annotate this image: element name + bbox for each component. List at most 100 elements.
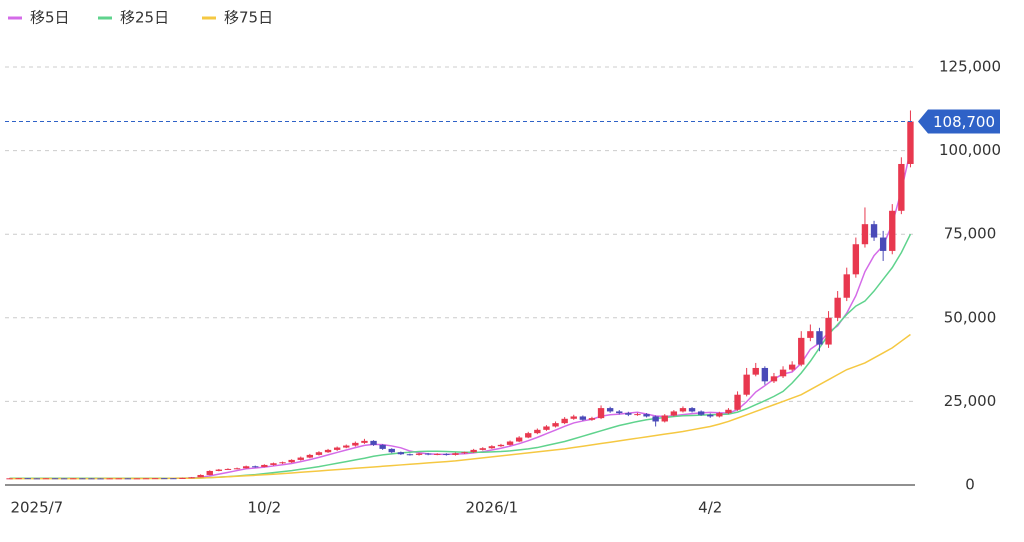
candle-body <box>697 411 705 415</box>
candle-body <box>197 474 204 478</box>
x-tick-label: 2026/1 <box>465 499 518 517</box>
price-tag <box>918 109 1000 134</box>
candle-body <box>79 478 86 480</box>
candle-body <box>679 408 687 412</box>
candle-body <box>889 210 896 251</box>
price-tag-label: 108,700 <box>933 113 995 131</box>
candle-body <box>543 426 550 430</box>
candle-body <box>788 364 796 370</box>
candle-body <box>452 453 459 455</box>
candle-body <box>497 444 505 447</box>
candle-body <box>151 478 159 480</box>
candle-body <box>124 478 132 480</box>
candle-body <box>388 448 395 453</box>
candle-body <box>770 376 778 382</box>
candle-body <box>743 374 750 395</box>
moving-average-line <box>9 150 912 480</box>
candle-body <box>379 444 386 449</box>
candle-body <box>861 224 869 245</box>
candle-body <box>370 440 377 445</box>
candle-body <box>779 369 787 377</box>
candle-body <box>561 418 568 424</box>
candle-body <box>506 441 514 445</box>
candle-body <box>570 416 577 419</box>
legend-label: 移75日 <box>224 9 273 27</box>
candle-body <box>106 478 113 480</box>
candle-body <box>761 367 769 382</box>
candle-body <box>434 453 441 455</box>
candle-body <box>333 447 341 450</box>
legend-label: 移5日 <box>30 9 70 27</box>
candle-body <box>834 297 841 318</box>
legend-label: 移25日 <box>120 9 169 27</box>
candle-body <box>179 477 186 479</box>
candle-body <box>907 121 914 164</box>
candle-body <box>161 478 168 480</box>
y-tick-label: 50,000 <box>944 308 997 326</box>
candle-body <box>597 408 605 419</box>
candle-body <box>870 224 878 238</box>
candle-body <box>670 411 678 416</box>
candle-body <box>352 442 359 446</box>
candle-body <box>233 468 241 470</box>
candle-body <box>24 478 31 480</box>
candle-body <box>51 478 59 480</box>
candle-body <box>552 423 559 427</box>
candle-body <box>825 317 832 345</box>
candle-body <box>515 437 523 442</box>
candle-body <box>315 452 323 455</box>
moving-average-line <box>9 333 911 480</box>
y-tick-label: 100,000 <box>939 141 1001 159</box>
candle-body <box>443 453 450 455</box>
candle-body <box>616 411 623 414</box>
x-tick-label: 10/2 <box>248 499 282 517</box>
candle-body <box>479 448 486 450</box>
candle-body <box>397 452 405 455</box>
candle-body <box>406 454 414 456</box>
candle-body <box>525 433 532 438</box>
candle-body <box>70 478 77 480</box>
candle-body <box>470 449 477 453</box>
candle-body <box>206 470 213 475</box>
candle-body <box>534 429 541 434</box>
candle-body <box>879 237 887 251</box>
y-tick-label: 75,000 <box>944 225 997 243</box>
candle-body <box>88 478 95 480</box>
candle-body <box>852 244 860 275</box>
candle-body <box>816 331 823 345</box>
candle-body <box>6 478 13 480</box>
candle-body <box>898 163 905 211</box>
candle-body <box>288 459 295 463</box>
moving-average-line <box>9 233 912 480</box>
candle-body <box>652 416 659 422</box>
candle-body <box>625 413 632 415</box>
candle-body <box>488 446 496 449</box>
candle-body <box>461 452 468 454</box>
candle-body <box>297 457 304 460</box>
candle-body <box>224 468 232 470</box>
candle-body <box>661 415 668 422</box>
candle-body <box>215 469 223 471</box>
candle-body <box>242 466 250 469</box>
candle-body <box>33 478 41 480</box>
candle-body <box>707 414 714 417</box>
candle-body <box>170 478 177 480</box>
candle-body <box>270 463 277 465</box>
candle-body <box>252 466 259 468</box>
candle-body <box>324 449 332 453</box>
candle-body <box>15 478 22 480</box>
x-tick-label: 2025/7 <box>10 499 63 517</box>
candle-body <box>343 445 350 448</box>
candle-body <box>734 394 741 410</box>
y-tick-label: 0 <box>965 476 975 494</box>
candle-body <box>798 337 805 365</box>
candle-body <box>188 477 195 479</box>
candle-body <box>424 453 432 455</box>
candle-body <box>361 440 368 443</box>
candle-body <box>725 409 732 414</box>
candle-body <box>716 413 723 417</box>
candle-body <box>306 454 314 458</box>
candle-body <box>807 331 814 338</box>
candle-body <box>60 478 68 480</box>
